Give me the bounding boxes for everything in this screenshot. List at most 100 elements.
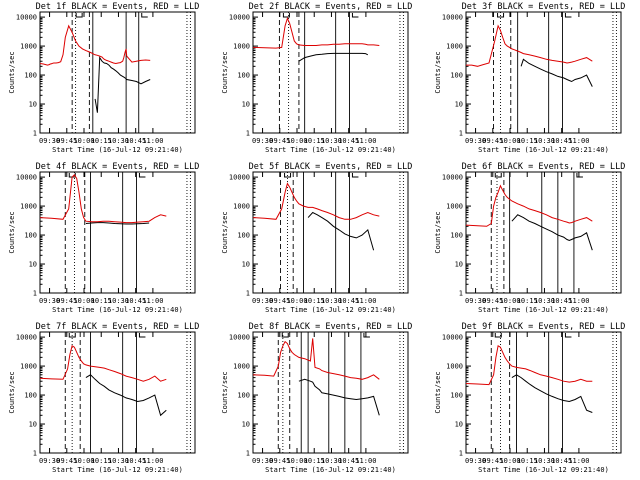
- x-tick-label: 10:00: [499, 137, 520, 145]
- bracket-mark: [351, 173, 359, 178]
- plot-frame: [252, 11, 409, 134]
- chart-title: Det 1f BLACK = Events, RED = LLD: [36, 2, 200, 12]
- series-line-events: [298, 378, 380, 416]
- x-tick-label: 10:15: [517, 137, 538, 145]
- x-tick-label: 10:45: [125, 297, 146, 305]
- plot-frame: [39, 171, 196, 294]
- panel-det-1f: Det 1f BLACK = Events, RED = LLD 1 10 100 10…: [0, 0, 213, 160]
- series-line-events: [520, 58, 593, 87]
- x-tick-label: 10:00: [286, 137, 307, 145]
- chart-det-2f: Det 2f BLACK = Events, RED = LLD 1 10 100 10…: [221, 2, 413, 154]
- series-line-lld: [39, 345, 167, 382]
- y-tick-label: 10000: [229, 334, 250, 342]
- y-tick-label: 1000: [233, 203, 250, 211]
- x-axis-label: Start Time (16-Jul-12 09:21:40): [478, 146, 609, 154]
- bracket-mark: [576, 173, 583, 178]
- y-axis-label: Counts/sec: [434, 211, 442, 253]
- chart-det-5f: Det 5f BLACK = Events, RED = LLD 1 10 100 10…: [221, 162, 413, 314]
- x-axis-label: Start Time (16-Jul-12 09:21:40): [478, 306, 609, 314]
- y-tick-label: 10: [242, 101, 250, 109]
- x-tick-label: 09:45: [482, 137, 503, 145]
- series-line-events: [511, 214, 593, 251]
- x-tick-label: 09:45: [482, 297, 503, 305]
- y-axis-label: Counts/sec: [8, 51, 16, 93]
- y-tick-label: 100: [450, 232, 463, 240]
- series-line-events: [85, 374, 167, 417]
- y-tick-label: 10000: [229, 14, 250, 22]
- x-axis-label: Start Time (16-Jul-12 09:21:40): [265, 306, 396, 314]
- x-tick-label: 10:00: [286, 297, 307, 305]
- bracket-mark: [564, 13, 572, 18]
- x-tick-label: 11:00: [568, 457, 589, 465]
- series-line-lld: [466, 24, 593, 67]
- x-tick-label: 10:30: [321, 297, 342, 305]
- x-tick-label: 09:30: [252, 457, 273, 465]
- chart-title: Det 5f BLACK = Events, RED = LLD: [249, 162, 413, 172]
- x-axis-label: Start Time (16-Jul-12 09:21:40): [265, 466, 396, 474]
- x-tick-label: 11:00: [142, 137, 163, 145]
- series-line-lld: [39, 24, 151, 66]
- x-tick-label: 10:30: [108, 297, 129, 305]
- y-tick-label: 10: [29, 261, 37, 269]
- y-tick-label: 1: [246, 450, 250, 458]
- chart-title: Det 9f BLACK = Events, RED = LLD: [462, 322, 626, 332]
- bracket-mark: [351, 13, 359, 18]
- y-tick-label: 10: [455, 421, 463, 429]
- series-line-lld: [465, 184, 593, 227]
- bracket-mark: [494, 333, 502, 338]
- bracket-mark: [138, 173, 146, 178]
- y-tick-label: 1: [33, 450, 37, 458]
- bracket-mark: [281, 333, 289, 338]
- bracket-mark: [282, 13, 290, 18]
- panel-det-2f: Det 2f BLACK = Events, RED = LLD 1 10 100 10…: [213, 0, 426, 160]
- x-tick-label: 10:15: [304, 457, 325, 465]
- y-tick-label: 100: [237, 232, 250, 240]
- chart-title: Det 6f BLACK = Events, RED = LLD: [462, 162, 626, 172]
- bracket-mark: [494, 173, 502, 178]
- y-axis-label: Counts/sec: [221, 51, 229, 93]
- x-tick-label: 10:30: [534, 297, 555, 305]
- plot-frame: [39, 11, 196, 134]
- x-tick-label: 10:45: [125, 137, 146, 145]
- y-tick-label: 1000: [20, 43, 37, 51]
- y-tick-label: 1: [246, 130, 250, 138]
- y-tick-label: 1: [459, 130, 463, 138]
- chart-title: Det 2f BLACK = Events, RED = LLD: [249, 2, 413, 12]
- y-axis-label: Counts/sec: [8, 211, 16, 253]
- x-tick-label: 10:45: [338, 137, 359, 145]
- series-line-lld: [252, 338, 380, 380]
- y-tick-label: 10000: [442, 334, 463, 342]
- y-tick-label: 1000: [446, 203, 463, 211]
- y-tick-label: 10: [29, 101, 37, 109]
- y-tick-label: 100: [24, 72, 37, 80]
- panel-det-5f: Det 5f BLACK = Events, RED = LLD 1 10 100 10…: [213, 160, 426, 320]
- y-tick-label: 1000: [446, 363, 463, 371]
- x-tick-label: 10:15: [517, 297, 538, 305]
- y-tick-label: 1: [459, 450, 463, 458]
- x-tick-label: 09:30: [252, 137, 273, 145]
- y-tick-label: 1000: [233, 43, 250, 51]
- x-axis-label: Start Time (16-Jul-12 09:21:40): [478, 466, 609, 474]
- x-axis-label: Start Time (16-Jul-12 09:21:40): [52, 466, 183, 474]
- x-tick-label: 10:30: [321, 137, 342, 145]
- panel-det-9f: Det 9f BLACK = Events, RED = LLD 1 10 100 10…: [426, 320, 639, 480]
- x-tick-label: 09:30: [252, 297, 273, 305]
- x-tick-label: 10:15: [304, 297, 325, 305]
- x-axis-label: Start Time (16-Jul-12 09:21:40): [52, 146, 183, 154]
- series-line-lld: [39, 174, 167, 224]
- series-line-events: [307, 211, 375, 251]
- bracket-mark: [141, 13, 148, 18]
- x-axis-label: Start Time (16-Jul-12 09:21:40): [265, 146, 396, 154]
- x-tick-label: 09:45: [482, 457, 503, 465]
- chart-title: Det 4f BLACK = Events, RED = LLD: [36, 162, 200, 172]
- y-tick-label: 10000: [229, 174, 250, 182]
- bracket-mark: [363, 333, 370, 338]
- bracket-mark: [68, 333, 76, 338]
- x-tick-label: 11:00: [568, 137, 589, 145]
- series-line-lld: [252, 16, 380, 49]
- y-axis-label: Counts/sec: [8, 371, 16, 413]
- bracket-mark: [75, 13, 83, 18]
- y-tick-label: 1000: [20, 363, 37, 371]
- x-tick-label: 10:30: [321, 457, 342, 465]
